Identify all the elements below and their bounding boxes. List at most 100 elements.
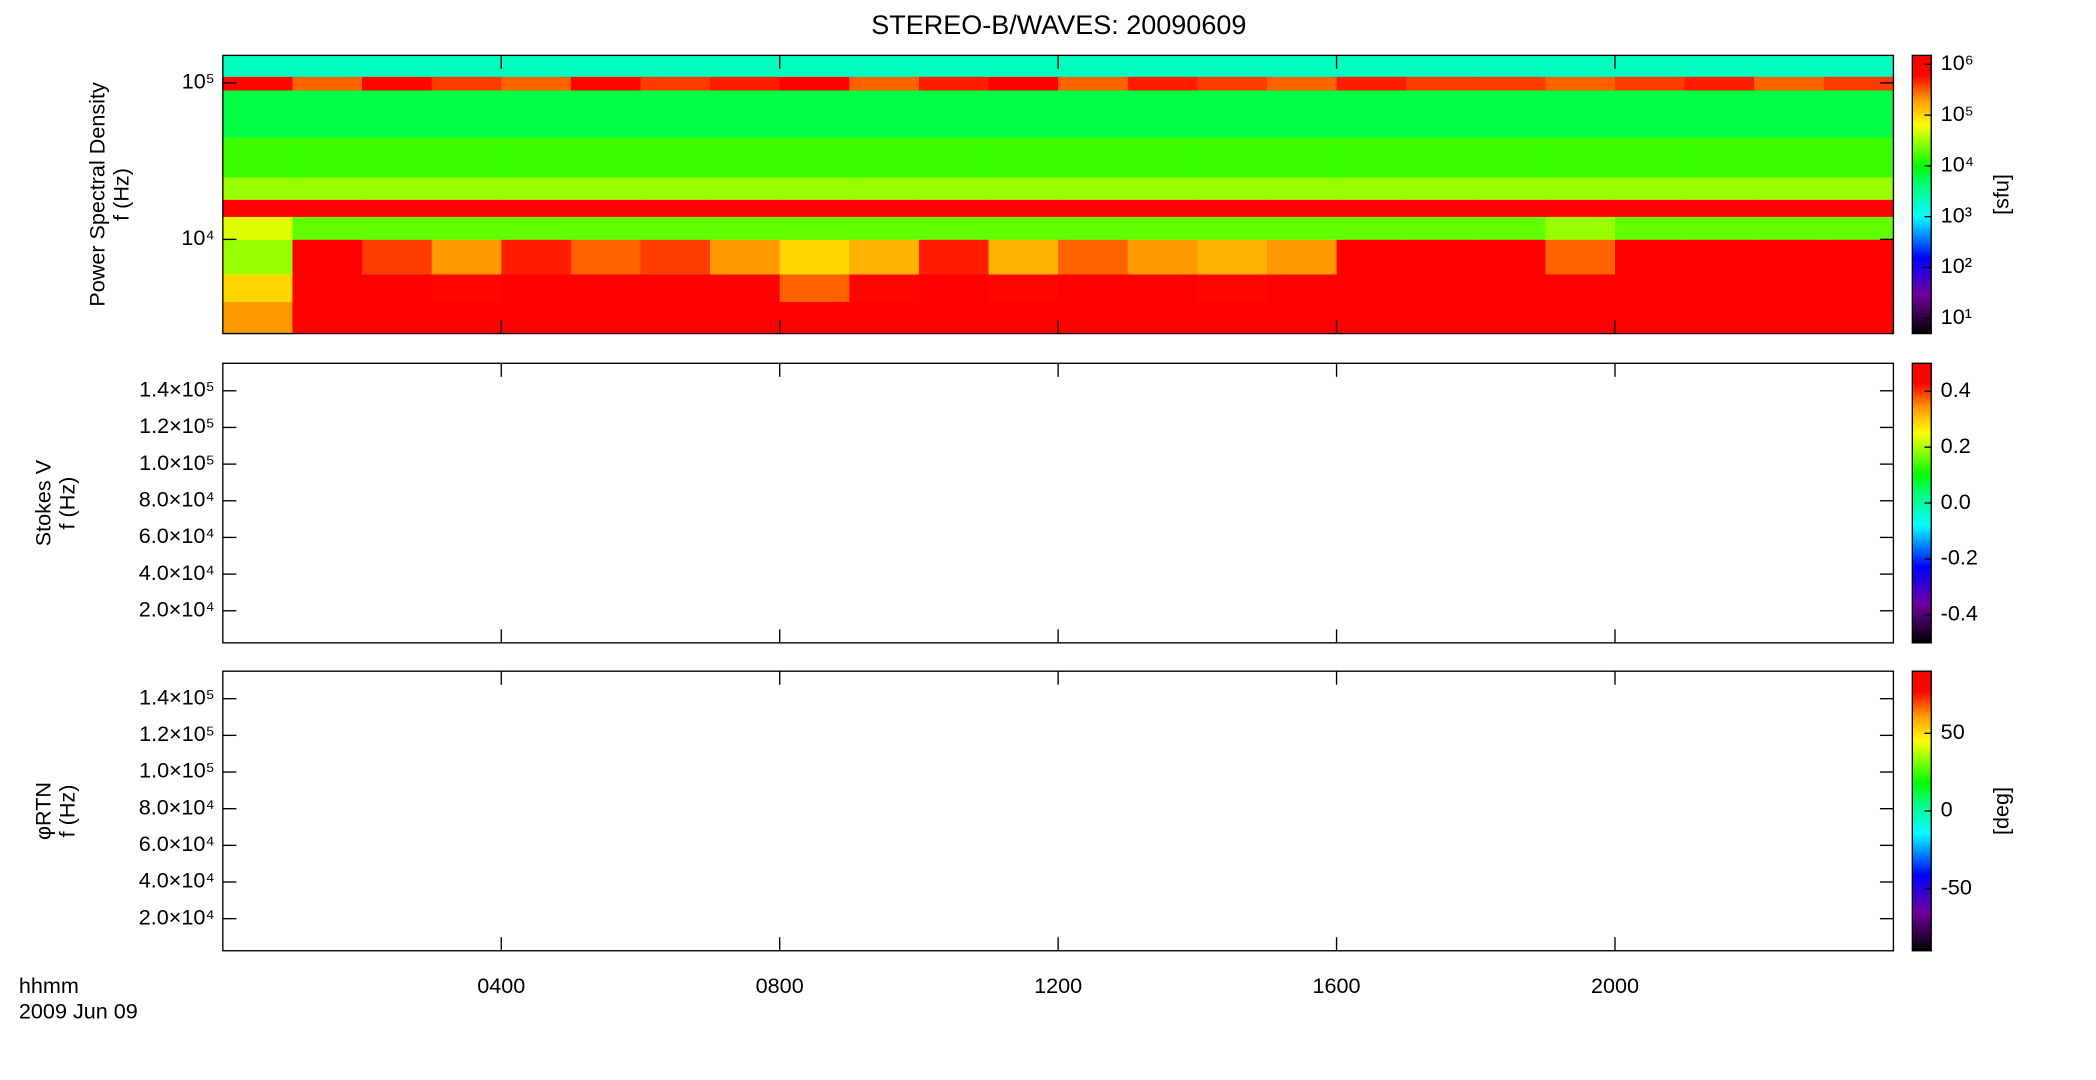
heatmap-cell [779, 76, 850, 91]
heatmap-cell [1266, 90, 1338, 138]
heatmap-cell [1545, 199, 1616, 217]
heatmap-cell [710, 90, 781, 138]
heatmap-cell [1406, 199, 1477, 217]
heatmap-cell [1684, 55, 1755, 77]
heatmap-cell [918, 274, 990, 303]
heatmap-cell [918, 55, 990, 77]
heatmap-cell [1754, 90, 1825, 138]
heatmap-cell [988, 216, 1059, 240]
heatmap-cell [1684, 177, 1755, 200]
y-axis-label: Stokes V [30, 459, 55, 546]
y-axis-label: f (Hz) [109, 168, 134, 221]
heatmap-cell [1754, 199, 1825, 217]
heatmap-cell [1823, 199, 1895, 217]
heatmap-cell [640, 216, 711, 240]
colorbar-tick-label: 0 [1941, 797, 1953, 822]
heatmap-cell [1266, 274, 1338, 303]
heatmap-cell [1336, 76, 1407, 91]
heatmap-cell [1684, 199, 1755, 217]
colorbar-tick-label: 10⁶ [1941, 50, 1974, 75]
heatmap-cell [222, 76, 294, 91]
heatmap-cell [710, 55, 781, 77]
heatmap-cell [292, 177, 363, 200]
heatmap-cell [1058, 199, 1129, 217]
heatmap-cell [222, 90, 294, 138]
heatmap-cell [1614, 55, 1686, 77]
heatmap-cell [1266, 199, 1338, 217]
heatmap-cell [292, 137, 363, 178]
y-tick-label: 1.0×10⁵ [139, 450, 215, 475]
heatmap-cell [1127, 301, 1199, 334]
colorbar-label: [sfu] [1989, 174, 2014, 215]
x-tick-label: 1200 [1034, 973, 1082, 998]
heatmap-cell [1475, 55, 1547, 77]
heatmap-cell [918, 90, 990, 138]
heatmap-cell [849, 55, 920, 77]
y-tick-label: 1.4×10⁵ [139, 684, 215, 709]
heatmap-cell [1754, 177, 1825, 200]
heatmap-cell [1266, 301, 1338, 334]
heatmap-cell [640, 55, 711, 77]
heatmap-cell [570, 301, 642, 334]
heatmap-cell [1406, 137, 1477, 178]
heatmap-cell [1058, 90, 1129, 138]
heatmap-cell [501, 216, 572, 240]
heatmap-cell [779, 177, 850, 200]
x-tick-label: 2000 [1591, 973, 1639, 998]
heatmap-cell [779, 239, 850, 275]
heatmap-cell [988, 177, 1059, 200]
heatmap-cell [1684, 274, 1755, 303]
heatmap-cell [1336, 199, 1407, 217]
heatmap-cell [1823, 137, 1895, 178]
heatmap-cell [570, 137, 642, 178]
heatmap-cell [362, 137, 433, 178]
heatmap-cell [1266, 216, 1338, 240]
heatmap-cell [1406, 274, 1477, 303]
heatmap-cell [1754, 216, 1825, 240]
heatmap-cell [1614, 199, 1686, 217]
heatmap-cell [918, 239, 990, 275]
heatmap-cell [362, 199, 433, 217]
heatmap-cell [292, 55, 363, 77]
heatmap-cell [431, 90, 502, 138]
heatmap-cell [362, 301, 433, 334]
heatmap-cell [501, 274, 572, 303]
heatmap-cell [362, 90, 433, 138]
heatmap-cell [431, 199, 502, 217]
heatmap-cell [1614, 239, 1686, 275]
heatmap-cell [918, 76, 990, 91]
heatmap-cell [1545, 76, 1616, 91]
heatmap-cell [1058, 216, 1129, 240]
heatmap-cell [1406, 239, 1477, 275]
heatmap-cell [1058, 274, 1129, 303]
heatmap-cell [362, 76, 433, 91]
heatmap-cell [1684, 239, 1755, 275]
heatmap-cell [1197, 177, 1268, 200]
heatmap-cell [570, 216, 642, 240]
heatmap-cell [1475, 199, 1547, 217]
heatmap-cell [1684, 76, 1755, 91]
heatmap-cell [1684, 216, 1755, 240]
heatmap-cell [570, 274, 642, 303]
heatmap-cell [918, 301, 990, 334]
heatmap-cell [501, 76, 572, 91]
heatmap-cell [292, 301, 363, 334]
heatmap-cell [1197, 199, 1268, 217]
heatmap-cell [779, 137, 850, 178]
heatmap-cell [570, 55, 642, 77]
heatmap-cell [1684, 301, 1755, 334]
heatmap-cell [362, 216, 433, 240]
heatmap-cell [222, 177, 294, 200]
colorbar [1911, 54, 1932, 335]
heatmap-cell [1058, 137, 1129, 178]
heatmap-cell [1336, 90, 1407, 138]
y-tick-label: 1.2×10⁵ [139, 413, 215, 438]
heatmap-cell [988, 55, 1059, 77]
heatmap-cell [918, 216, 990, 240]
heatmap-cell [710, 239, 781, 275]
heatmap-cell [1127, 90, 1199, 138]
heatmap-cell [1614, 274, 1686, 303]
heatmap-cell [1406, 55, 1477, 77]
heatmap-cell [779, 90, 850, 138]
